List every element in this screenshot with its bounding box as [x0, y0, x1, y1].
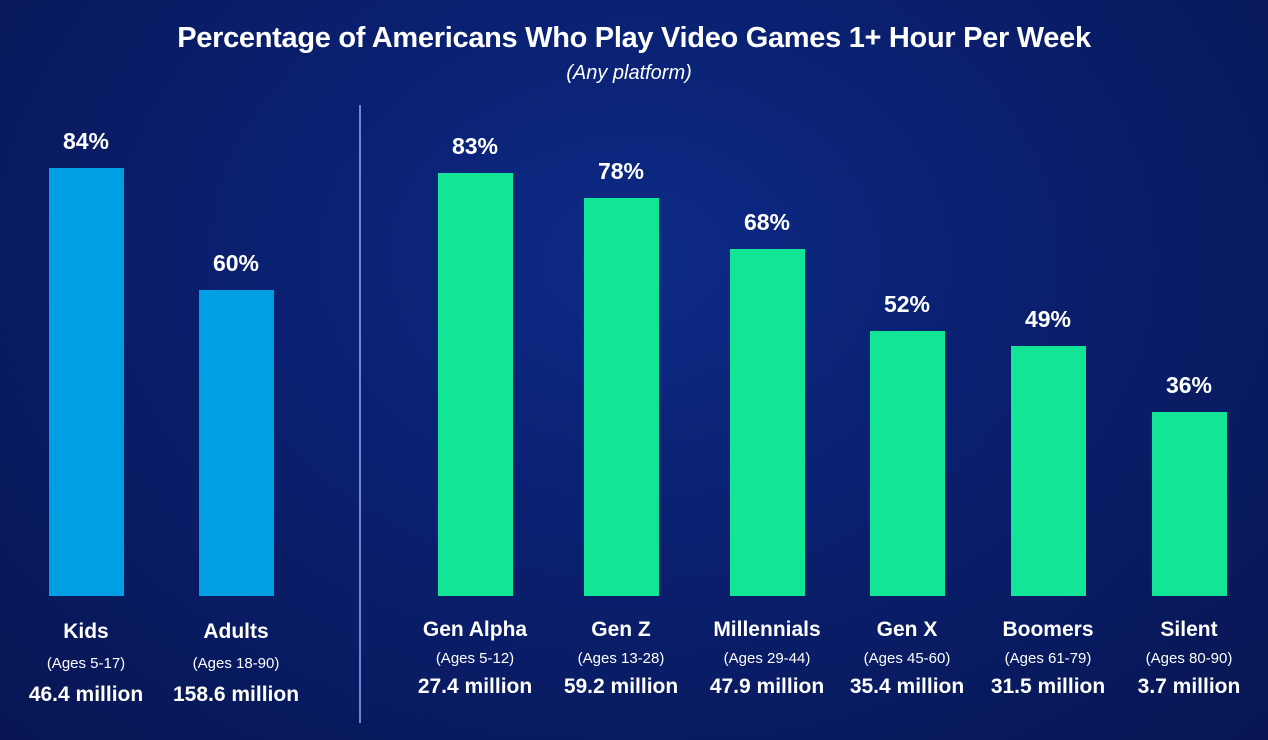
- bar-gen-alpha: [437, 172, 513, 596]
- category-label-boomers: Boomers: [1002, 618, 1094, 641]
- bar-kids: [48, 167, 124, 596]
- category-label-gen-x: Gen X: [876, 618, 938, 641]
- population-label-adults: 158.6 million: [172, 683, 300, 706]
- bar-millennials: [729, 249, 805, 596]
- data-label-kids: 84%: [62, 127, 110, 154]
- ages-label-adults: (Ages 18-90): [192, 655, 280, 672]
- bar-gen-x: [869, 330, 945, 596]
- bar-silent: [1151, 412, 1227, 596]
- category-label-silent: Silent: [1160, 618, 1218, 641]
- population-label-gen-alpha: 27.4 million: [417, 675, 533, 698]
- chart-title: Percentage of Americans Who Play Video G…: [177, 22, 1091, 54]
- data-label-gen-x: 52%: [883, 290, 931, 317]
- population-label-boomers: 31.5 million: [990, 675, 1106, 698]
- ages-label-gen-alpha: (Ages 5-12): [435, 650, 515, 667]
- population-label-gen-z: 59.2 million: [563, 675, 679, 698]
- chart-subtitle: (Any platform): [566, 62, 692, 84]
- population-label-gen-x: 35.4 million: [849, 675, 965, 698]
- bar-gen-z: [583, 198, 659, 596]
- bar-boomers: [1010, 346, 1086, 596]
- population-label-silent: 3.7 million: [1137, 675, 1241, 698]
- ages-label-silent: (Ages 80-90): [1145, 650, 1233, 667]
- category-label-gen-z: Gen Z: [591, 618, 651, 641]
- group-divider: [359, 105, 361, 723]
- data-label-millennials: 68%: [743, 209, 791, 236]
- ages-label-boomers: (Ages 61-79): [1004, 650, 1092, 667]
- category-label-kids: Kids: [63, 620, 109, 643]
- ages-label-millennials: (Ages 29-44): [723, 650, 811, 667]
- ages-label-kids: (Ages 5-17): [46, 655, 126, 672]
- ages-label-gen-z: (Ages 13-28): [577, 650, 665, 667]
- category-label-adults: Adults: [203, 620, 269, 643]
- population-label-millennials: 47.9 million: [709, 675, 825, 698]
- population-label-kids: 46.4 million: [28, 683, 144, 706]
- data-label-gen-z: 78%: [597, 158, 645, 185]
- data-label-adults: 60%: [212, 250, 260, 276]
- category-label-gen-alpha: Gen Alpha: [422, 618, 528, 641]
- data-label-silent: 36%: [1165, 372, 1213, 399]
- ages-label-gen-x: (Ages 45-60): [863, 650, 951, 667]
- data-label-boomers: 49%: [1024, 306, 1072, 333]
- category-label-millennials: Millennials: [713, 618, 821, 641]
- data-label-gen-alpha: 83%: [451, 132, 499, 159]
- bar-adults: [198, 290, 274, 596]
